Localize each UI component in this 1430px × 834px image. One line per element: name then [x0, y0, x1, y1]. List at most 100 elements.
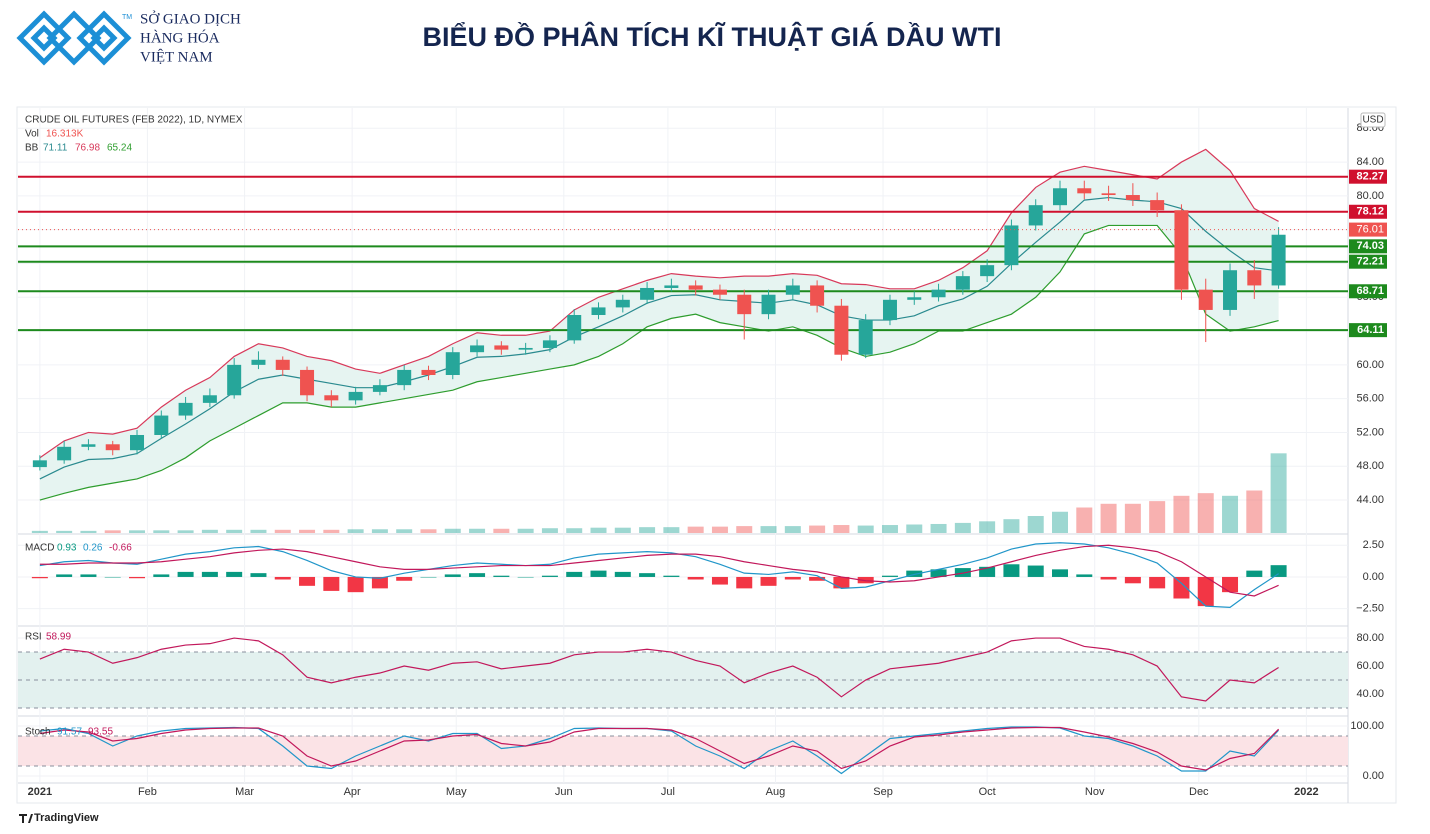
candle-body [202, 395, 217, 403]
macd-histogram [1197, 576, 1214, 607]
candle-body [1150, 200, 1165, 211]
volume-bar [299, 529, 316, 533]
y-tick-label: 44.00 [1356, 494, 1384, 506]
y-tick-label: 0.00 [1363, 571, 1384, 583]
trademark: TM [122, 14, 132, 21]
macd-histogram [566, 571, 583, 577]
candle-body [227, 364, 242, 396]
macd-histogram [541, 575, 558, 577]
macd-histogram [711, 576, 728, 585]
candle-body [348, 391, 363, 401]
volume-bar [760, 526, 777, 533]
macd-histogram [396, 576, 413, 581]
macd-histogram [979, 566, 996, 577]
volume-bar [493, 528, 510, 533]
level-tag [1349, 254, 1387, 269]
volume-bar [1246, 490, 1263, 533]
volume-bar [201, 529, 218, 533]
volume-bar [469, 528, 486, 533]
y-tick-label: 40.00 [1356, 688, 1384, 700]
candle-body [494, 345, 509, 350]
macd-histogram [857, 576, 874, 584]
brand-icon [19, 814, 33, 823]
macd-histogram [784, 576, 801, 580]
candle-body [130, 434, 145, 451]
x-tick-label: Nov [1085, 786, 1105, 798]
volume-bar [979, 521, 996, 533]
x-tick-label: Jul [661, 786, 675, 798]
macd-histogram [129, 576, 146, 579]
candle-body [57, 446, 72, 461]
macd-histogram [639, 573, 656, 577]
volume-bar [420, 529, 437, 533]
volume-bar [56, 530, 73, 533]
volume-bar [1149, 501, 1166, 533]
candle-body [300, 369, 315, 396]
candle-body [154, 415, 169, 435]
volume-bar [177, 530, 194, 533]
signal-line [39, 544, 1279, 597]
volume-bar [323, 529, 340, 533]
candle-body [980, 265, 995, 277]
macd-histogram [469, 573, 486, 577]
candle-body [1247, 270, 1262, 286]
candle-body [567, 315, 582, 341]
candle-body [664, 285, 679, 288]
y-tick-label: 48.00 [1356, 460, 1384, 472]
macd-label: MACD [25, 543, 54, 554]
candle-body [591, 307, 606, 316]
y-tick-label: 60.00 [1356, 359, 1384, 371]
volume-bar [736, 526, 753, 533]
level-label: 78.12 [1356, 206, 1384, 218]
bb-basis [39, 196, 1279, 480]
level-tag [1349, 239, 1387, 254]
candle-body [1004, 225, 1019, 266]
volume-bar [1003, 519, 1020, 533]
volume-bar [881, 525, 898, 533]
candle-body [1125, 195, 1140, 201]
macd-histogram [493, 575, 510, 577]
volume-bar [1076, 507, 1093, 533]
macd-histogram [323, 576, 340, 591]
x-tick-label: May [446, 786, 467, 798]
macd-histogram [371, 576, 388, 589]
volume-bar [541, 528, 558, 533]
logo-shape [90, 24, 118, 52]
currency-box [1360, 112, 1386, 128]
bb-fill [39, 149, 1279, 501]
candle-body [1028, 205, 1043, 226]
candle-body [1198, 289, 1213, 310]
level-tag [1349, 284, 1387, 299]
macd-histogram [1149, 576, 1166, 589]
macd-histogram [299, 576, 316, 586]
stoch-label: Stoch [25, 727, 51, 738]
candle-body [1174, 210, 1189, 290]
candle-body [1271, 234, 1286, 286]
volume-bar [833, 525, 850, 533]
candle-body [882, 299, 897, 321]
logo-shape [30, 24, 58, 52]
candle-body [251, 359, 266, 365]
volume-bar [1124, 503, 1141, 533]
macd-histogram [104, 576, 121, 578]
macd-histogram [201, 571, 218, 577]
level-label: 68.71 [1356, 285, 1384, 297]
candle-body [397, 369, 412, 386]
volume-bar [906, 524, 923, 533]
band-fill [18, 736, 1348, 766]
candle-body [178, 402, 193, 416]
macd-histogram [444, 574, 461, 577]
x-tick-label: Oct [979, 786, 996, 798]
macd-histogram [736, 576, 753, 589]
volume-bar [444, 528, 461, 533]
y-tick-label: 56.00 [1356, 393, 1384, 405]
macd-histogram [1003, 564, 1020, 577]
x-tick-label: Jun [555, 786, 573, 798]
x-tick-label: Aug [766, 786, 786, 798]
volume-bar [711, 526, 728, 533]
volume-bar [1222, 495, 1239, 533]
last-price-tag [1349, 222, 1387, 237]
volume-bar [517, 528, 534, 533]
x-tick-label: Dec [1189, 786, 1209, 798]
volume-bar [80, 530, 97, 533]
